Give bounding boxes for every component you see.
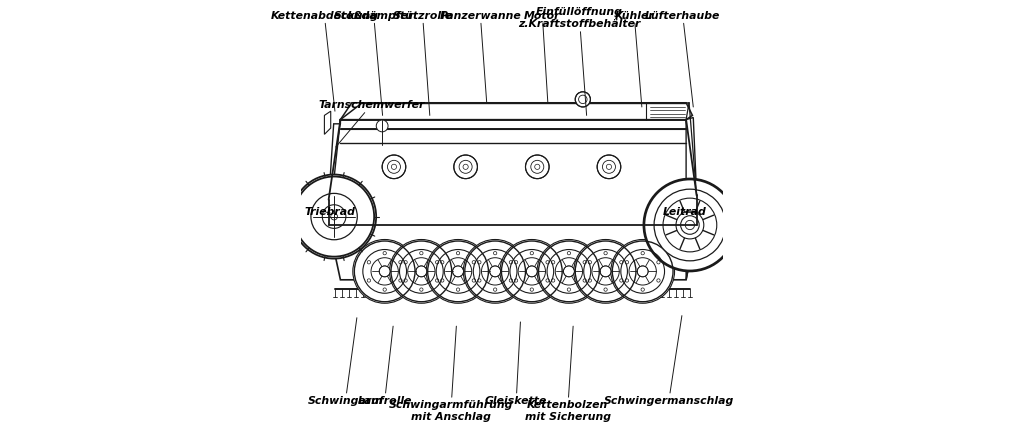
Text: Gleiskette: Gleiskette <box>485 322 548 406</box>
Circle shape <box>381 257 389 265</box>
Circle shape <box>676 211 703 239</box>
Circle shape <box>426 240 489 303</box>
Text: Stoßdämpfer: Stoßdämpfer <box>334 11 414 116</box>
Circle shape <box>597 155 621 178</box>
Text: Einfüllöffnung
z.Kraftstoffbehälter: Einfüllöffnung z.Kraftstoffbehälter <box>518 7 641 116</box>
Circle shape <box>353 240 417 303</box>
Circle shape <box>573 240 638 303</box>
Circle shape <box>563 266 574 277</box>
Circle shape <box>654 189 726 261</box>
Circle shape <box>416 266 427 277</box>
Circle shape <box>537 240 601 303</box>
Polygon shape <box>329 119 696 280</box>
Text: Kettenabdeckung: Kettenabdeckung <box>270 11 379 111</box>
Circle shape <box>382 155 406 178</box>
Circle shape <box>454 155 477 178</box>
Circle shape <box>639 257 647 265</box>
Text: Triebrad: Triebrad <box>304 207 355 217</box>
Text: Lüfterhaube: Lüfterhaube <box>645 11 721 107</box>
Circle shape <box>379 266 390 277</box>
Text: Motor: Motor <box>524 11 560 103</box>
Circle shape <box>610 240 675 303</box>
Text: Kühler: Kühler <box>614 11 654 107</box>
Circle shape <box>637 266 648 277</box>
Circle shape <box>454 257 462 265</box>
Text: Tarnschemwerfer: Tarnschemwerfer <box>318 100 425 147</box>
Circle shape <box>311 193 357 240</box>
Polygon shape <box>325 111 331 134</box>
Circle shape <box>527 257 536 265</box>
Text: Schwingarmführung
mit Anschlag: Schwingarmführung mit Anschlag <box>389 326 513 422</box>
Circle shape <box>600 266 611 277</box>
Circle shape <box>601 257 610 265</box>
Circle shape <box>526 266 538 277</box>
Text: Stützrolle: Stützrolle <box>392 11 453 116</box>
Circle shape <box>376 120 388 132</box>
Text: Schwingermanschlag: Schwingermanschlag <box>604 315 734 406</box>
Circle shape <box>489 266 501 277</box>
Circle shape <box>417 257 426 265</box>
Circle shape <box>564 257 573 265</box>
Text: Laufrolle: Laufrolle <box>357 326 412 406</box>
Circle shape <box>525 155 549 178</box>
Text: Schwingarm: Schwingarm <box>308 318 383 406</box>
Text: Kettenbolzen
mit Sicherung: Kettenbolzen mit Sicherung <box>524 326 610 422</box>
Circle shape <box>389 240 454 303</box>
Circle shape <box>453 266 464 277</box>
Polygon shape <box>340 103 692 119</box>
Text: Panzerwanne: Panzerwanne <box>439 11 521 103</box>
Circle shape <box>292 175 376 259</box>
Text: Leitrad: Leitrad <box>663 207 707 217</box>
Circle shape <box>643 178 736 271</box>
Circle shape <box>575 92 591 107</box>
Circle shape <box>490 257 500 265</box>
Circle shape <box>500 240 563 303</box>
Circle shape <box>463 240 527 303</box>
Polygon shape <box>686 118 696 280</box>
Polygon shape <box>329 119 340 202</box>
